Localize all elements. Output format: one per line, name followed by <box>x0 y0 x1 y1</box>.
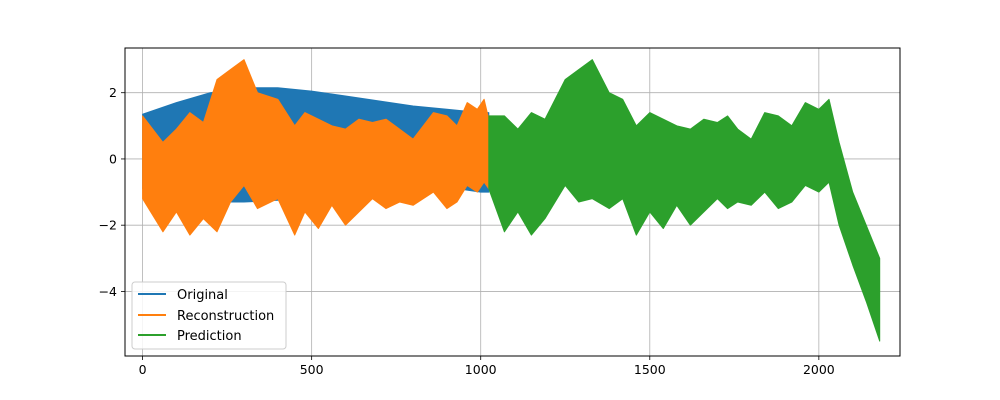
y-tick-label: 0 <box>109 151 117 166</box>
x-tick-label: 2000 <box>803 362 835 377</box>
series-prediction <box>488 59 881 342</box>
y-tick-label: −2 <box>99 218 117 233</box>
plot-frame <box>124 47 901 357</box>
legend-label-original: Original <box>177 288 228 303</box>
series-layer <box>142 59 881 342</box>
x-axis: 0 500 1000 1500 2000 <box>139 356 835 377</box>
x-tick-label: 0 <box>139 362 147 377</box>
x-tick-label: 1500 <box>634 362 666 377</box>
y-tick-label: −4 <box>99 284 117 299</box>
legend-label-reconstruction: Reconstruction <box>177 309 274 324</box>
legend-frame <box>131 281 287 350</box>
x-tick-label: 500 <box>300 362 324 377</box>
y-tick-label: 2 <box>109 85 117 100</box>
x-tick-label: 1000 <box>465 362 497 377</box>
y-axis: −4 −2 0 2 <box>99 85 125 299</box>
legend: Original Reconstruction Prediction <box>131 281 287 350</box>
legend-label-prediction: Prediction <box>177 329 242 344</box>
